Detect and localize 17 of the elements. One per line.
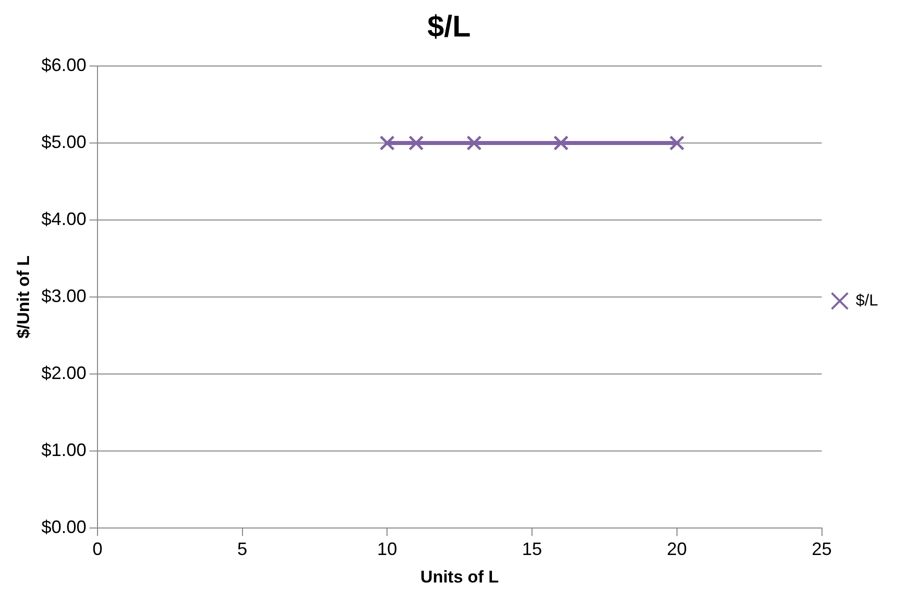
x-tick-label: 10 [377, 538, 398, 559]
x-tick-label: 15 [522, 538, 542, 559]
x-axis-title: Units of L [420, 567, 499, 586]
y-tick-label: $5.00 [41, 132, 86, 152]
x-tick-label: 25 [812, 538, 832, 559]
x-tick-label: 0 [92, 538, 102, 559]
y-axis-title: $/Unit of L [14, 255, 33, 339]
y-tick-label: $2.00 [41, 362, 86, 383]
y-tick-label: $3.00 [41, 286, 86, 306]
y-tick-label: $4.00 [41, 208, 86, 229]
chart-title: $/L [427, 10, 471, 44]
legend-label: $/L [856, 292, 878, 310]
y-tick-label: $0.00 [41, 516, 86, 537]
x-tick-label: 5 [237, 538, 248, 559]
y-tick-label: $1.00 [41, 440, 86, 460]
y-tick-label: $6.00 [41, 54, 86, 75]
x-tick-label: 20 [666, 538, 687, 559]
